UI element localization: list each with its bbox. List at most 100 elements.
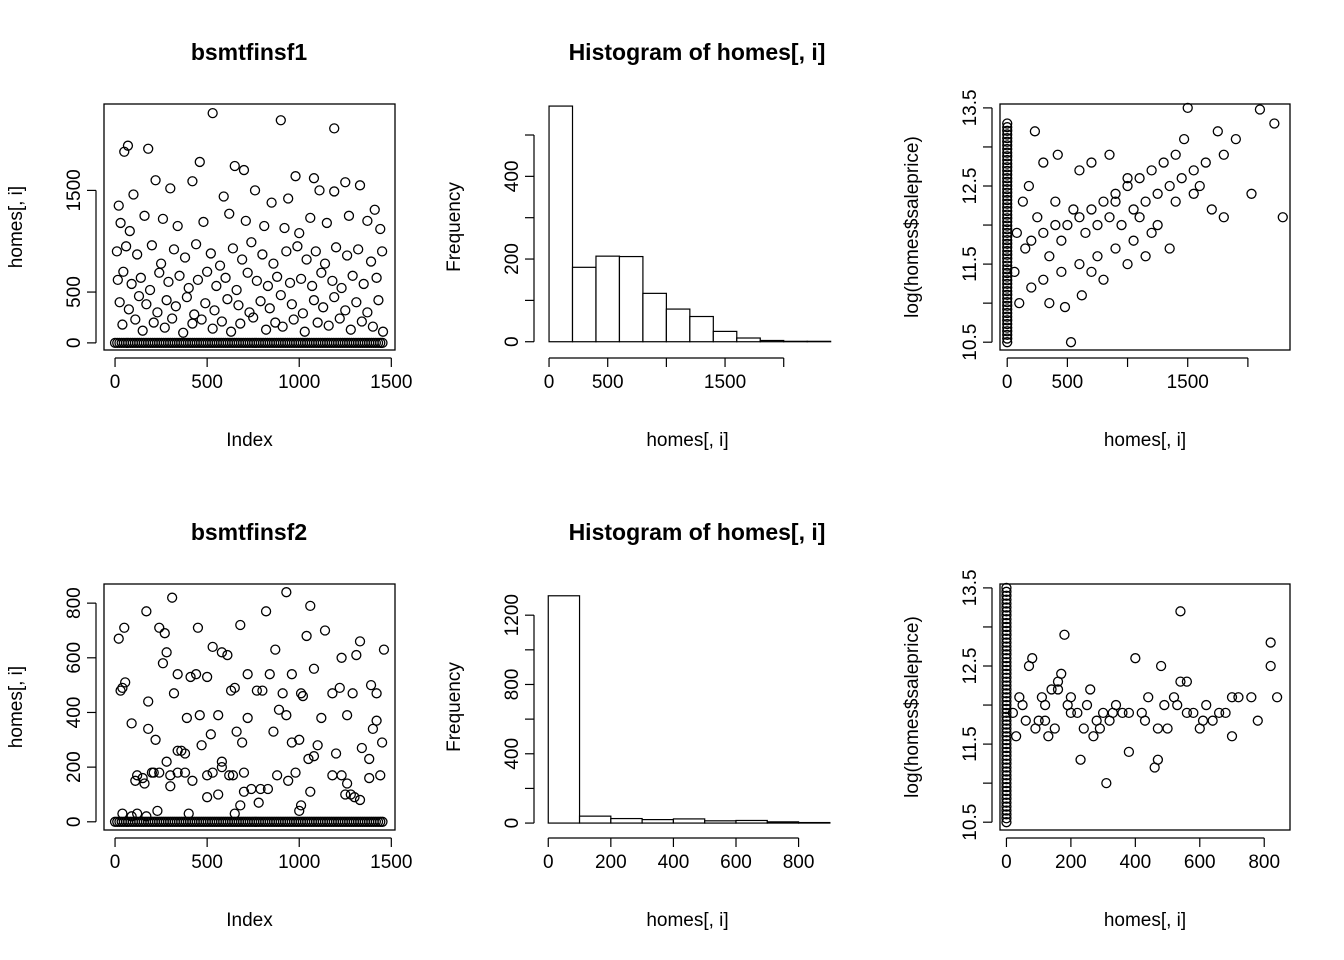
data-point [227,770,239,781]
x-tick-label: 200 [1055,852,1087,873]
data-point [181,712,193,724]
histogram-bar [672,818,706,824]
data-point [1072,707,1083,719]
data-point [1091,715,1102,726]
data-point [117,808,128,819]
data-point [1002,154,1013,166]
data-point [257,685,268,696]
data-point [1001,762,1012,773]
data-point [1002,125,1013,136]
y-tick-label: 0 [64,817,85,828]
data-point [336,652,347,663]
data-point [1110,196,1121,207]
data-point [130,775,141,786]
data-point [308,295,320,306]
histogram-bar [618,255,644,343]
data-point [1002,300,1013,311]
data-point [1149,762,1160,773]
data-point [222,294,233,305]
data-point [235,800,246,811]
data-point [201,770,213,781]
data-point [216,647,228,658]
data-point [340,789,351,800]
data-point [1170,149,1181,160]
data-point [1001,719,1012,730]
data-point [1123,746,1135,758]
data-point [201,792,213,803]
data-point [268,258,279,269]
data-point [321,217,333,229]
data-point [1002,253,1013,264]
data-point [248,312,259,323]
data-point [205,248,216,259]
x-tick-label: 1500 [704,372,746,393]
data-point [141,606,152,617]
data-point [1002,275,1013,286]
plot-frame [999,583,1291,831]
data-point [1002,136,1013,147]
data-point [1001,777,1012,789]
data-point [341,710,353,721]
x-tick-label: 1000 [278,372,320,393]
x-tick-label: 800 [1248,852,1280,873]
data-point [306,280,318,292]
plot-frame [999,103,1291,351]
y-tick-label: 400 [64,697,85,729]
data-point [1175,676,1186,687]
data-point [1001,754,1012,765]
data-point [1197,715,1209,726]
data-point [117,682,128,694]
data-point [1001,664,1012,676]
histogram-bar [665,308,691,343]
y-axis-label: homes[, i] [6,186,27,268]
data-point [1170,196,1181,207]
data-point [1075,754,1086,765]
data-point [211,280,222,292]
data-point [1062,219,1073,231]
data-point [1001,692,1012,703]
data-point [1254,104,1266,115]
data-point [376,246,388,257]
data-point [1002,249,1013,260]
data-point [1001,801,1012,812]
data-point [299,326,310,337]
data-point [275,289,286,301]
data-point [264,669,275,680]
data-point [1002,224,1013,235]
data-point [1001,586,1012,597]
data-point [1068,204,1079,215]
data-point [1271,692,1283,703]
data-point [172,745,183,756]
x-tick-label: 1500 [370,852,412,873]
data-point [1043,731,1054,742]
data-point [262,280,274,292]
data-point [1001,688,1012,699]
data-point [1001,590,1012,601]
y-tick-label: 800 [502,669,523,701]
data-point [1101,777,1112,789]
data-point [152,307,163,318]
data-point [351,297,362,308]
data-point [218,191,229,202]
data-point [1074,258,1085,270]
data-point [1122,180,1133,192]
data-point [314,185,325,196]
y-tick-label: 200 [64,751,85,783]
data-point [301,630,312,642]
data-point [1026,235,1037,246]
data-point [209,305,220,316]
data-point [231,726,242,737]
data-point [292,241,303,252]
data-point [1002,256,1013,268]
data-point [190,239,202,250]
data-point [111,246,123,257]
data-point [124,225,135,237]
x-tick-label: 1500 [370,372,412,393]
data-point [251,275,263,287]
data-point [154,767,165,778]
data-point [1001,598,1012,609]
y-tick-label: 400 [502,161,523,193]
data-point [341,250,353,261]
data-point [132,808,143,819]
data-point [371,272,382,283]
